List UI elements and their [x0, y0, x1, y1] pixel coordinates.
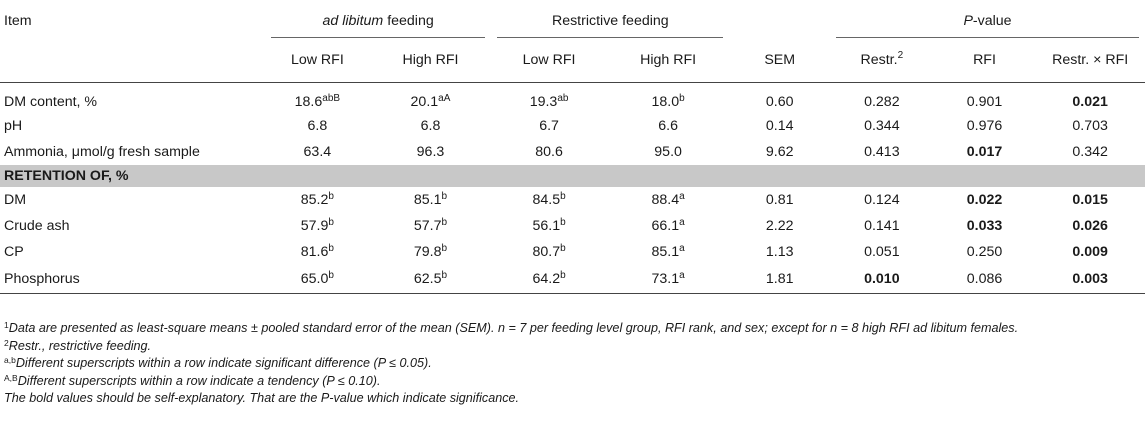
footnote-5: The bold values should be self-explanato…	[4, 391, 520, 405]
footnotes: 1Data are presented as least-square mean…	[4, 320, 1144, 408]
header-low-rfi-2: Low RFI	[491, 38, 607, 83]
header-restr: Restr.2	[830, 38, 934, 83]
header-sem: SEM	[729, 38, 830, 83]
header-restrictive: Restrictive feeding	[491, 4, 729, 38]
table-row: Phosphorus 65.0b 62.5b 64.2b 73.1a 1.81 …	[0, 265, 1145, 294]
footnote-3: a,bDifferent superscripts within a row i…	[4, 355, 432, 370]
header-rfi: RFI	[933, 38, 1036, 83]
table-row: DM content, % 18.6abB 20.1aA 19.3ab 18.0…	[4, 93, 1108, 111]
table-row: Crude ash 57.9b 57.7b 56.1b 66.1a 2.22 0…	[4, 217, 1108, 235]
header-high-rfi-2: High RFI	[606, 38, 730, 83]
table-row: Ammonia, μmol/g fresh sample 63.4 96.3 8…	[4, 144, 1108, 160]
footnote-2: 2Restr., restrictive feeding.	[4, 337, 152, 353]
data-table: Item ad libitum feeding Restrictive feed…	[0, 4, 1145, 294]
section-row: RETENTION OF, %	[0, 165, 1145, 187]
header-restr-x-rfi: Restr. × RFI	[1035, 38, 1145, 83]
footnote-4: A,BDifferent superscripts within a row i…	[4, 372, 381, 388]
footnote-1: 1Data are presented as least-square mean…	[4, 320, 1019, 335]
section-label: RETENTION OF, %	[0, 165, 1145, 187]
table-row: pH 6.8 6.8 6.7 6.6 0.14 0.344 0.976 0.70…	[4, 118, 1108, 134]
header-row-1: Item ad libitum feeding Restrictive feed…	[0, 4, 1145, 38]
table-row: CP 81.6b 79.8b 80.7b 85.1a 1.13 0.051 0.…	[4, 243, 1108, 261]
header-row-2: Low RFI High RFI Low RFI High RFI SEM Re…	[0, 38, 1145, 83]
header-item: Item	[4, 13, 32, 29]
header-adlib: ad libitum feeding	[265, 4, 491, 38]
header-high-rfi-1: High RFI	[369, 38, 492, 83]
table-row: DM 85.2b 85.1b 84.5b 88.4a 0.81 0.124 0.…	[4, 191, 1108, 209]
header-low-rfi-1: Low RFI	[265, 38, 370, 83]
header-pvalue: P-value	[830, 4, 1145, 38]
